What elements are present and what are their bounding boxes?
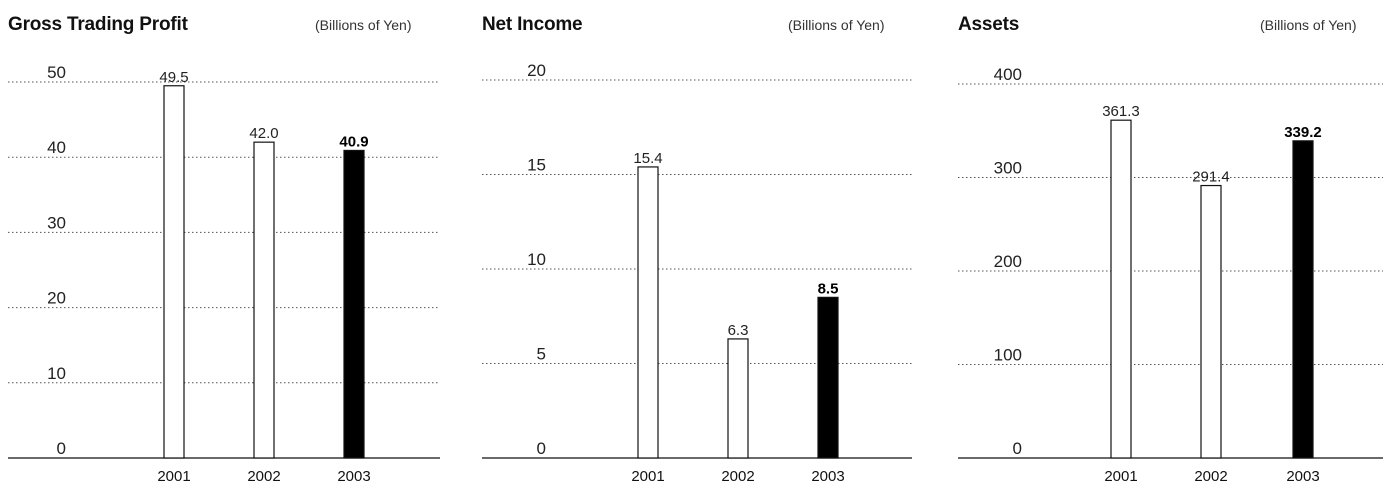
value-label: 40.9 <box>339 133 368 150</box>
chart-title: Gross Trading Profit <box>8 14 188 35</box>
y-tick-label: 0 <box>537 439 546 458</box>
bar-2002 <box>727 338 749 459</box>
y-tick-label: 10 <box>527 250 546 269</box>
x-tick-label: 2003 <box>811 468 844 485</box>
value-label: 42.0 <box>249 125 278 142</box>
bar-2001 <box>1110 119 1132 459</box>
value-label: 339.2 <box>1284 124 1322 141</box>
value-label: 361.3 <box>1102 103 1140 120</box>
y-tick-label: 400 <box>994 65 1022 84</box>
y-tick-label: 5 <box>537 345 546 364</box>
y-tick-label: 20 <box>47 289 66 308</box>
y-tick-label: 10 <box>47 364 66 383</box>
y-tick-label: 200 <box>994 252 1022 271</box>
y-tick-label: 50 <box>47 63 66 82</box>
plot-area: 0 10 20 30 40 50 49.5 2001 42.0 2002 40.9 2003 <box>8 63 440 485</box>
x-tick-label: 2001 <box>1104 468 1137 485</box>
plot-area: 0 100 200 300 400 361.3 2001 291.4 2002 339.2 2003 <box>958 65 1383 485</box>
x-tick-label: 2002 <box>721 468 754 485</box>
bar-2002 <box>1200 184 1222 459</box>
bar-2003 <box>817 296 839 459</box>
chart-title: Assets <box>958 14 1020 35</box>
chart-unit: (Billions of Yen) <box>788 17 885 33</box>
chart-unit: (Billions of Yen) <box>315 17 412 33</box>
y-tick-label: 300 <box>994 159 1022 178</box>
y-tick-label: 20 <box>527 61 546 80</box>
chart-gross-trading-profit: Gross Trading Profit (Billions of Yen) 0… <box>8 0 440 487</box>
y-tick-label: 0 <box>57 439 66 458</box>
value-label: 8.5 <box>818 280 839 297</box>
bar-2001 <box>637 166 659 459</box>
y-tick-label: 40 <box>47 138 66 157</box>
plot-area: 0 5 10 15 20 15.4 2001 6.3 2002 8.5 2003 <box>482 61 912 485</box>
value-label: 49.5 <box>159 69 188 86</box>
y-tick-label: 15 <box>527 156 546 175</box>
x-tick-label: 2001 <box>631 468 664 485</box>
x-tick-label: 2002 <box>247 468 280 485</box>
value-label: 15.4 <box>633 150 662 167</box>
y-tick-label: 100 <box>994 346 1022 365</box>
x-tick-label: 2003 <box>337 468 370 485</box>
chart-title: Net Income <box>482 14 583 35</box>
bar-2003 <box>1292 140 1314 459</box>
x-tick-label: 2001 <box>157 468 190 485</box>
x-tick-label: 2003 <box>1286 468 1319 485</box>
y-tick-label: 30 <box>47 213 66 232</box>
bar-2003 <box>343 149 365 459</box>
chart-net-income: Net Income (Billions of Yen) 0 5 10 15 20 15.… <box>482 0 912 487</box>
value-label: 291.4 <box>1192 169 1230 186</box>
y-tick-label: 0 <box>1013 439 1022 458</box>
bar-2002 <box>253 141 275 459</box>
x-tick-label: 2002 <box>1194 468 1227 485</box>
value-label: 6.3 <box>728 322 749 339</box>
chart-unit: (Billions of Yen) <box>1260 17 1357 33</box>
chart-assets: Assets (Billions of Yen) 0 100 200 300 400 36… <box>958 0 1383 487</box>
bar-2001 <box>163 85 185 459</box>
